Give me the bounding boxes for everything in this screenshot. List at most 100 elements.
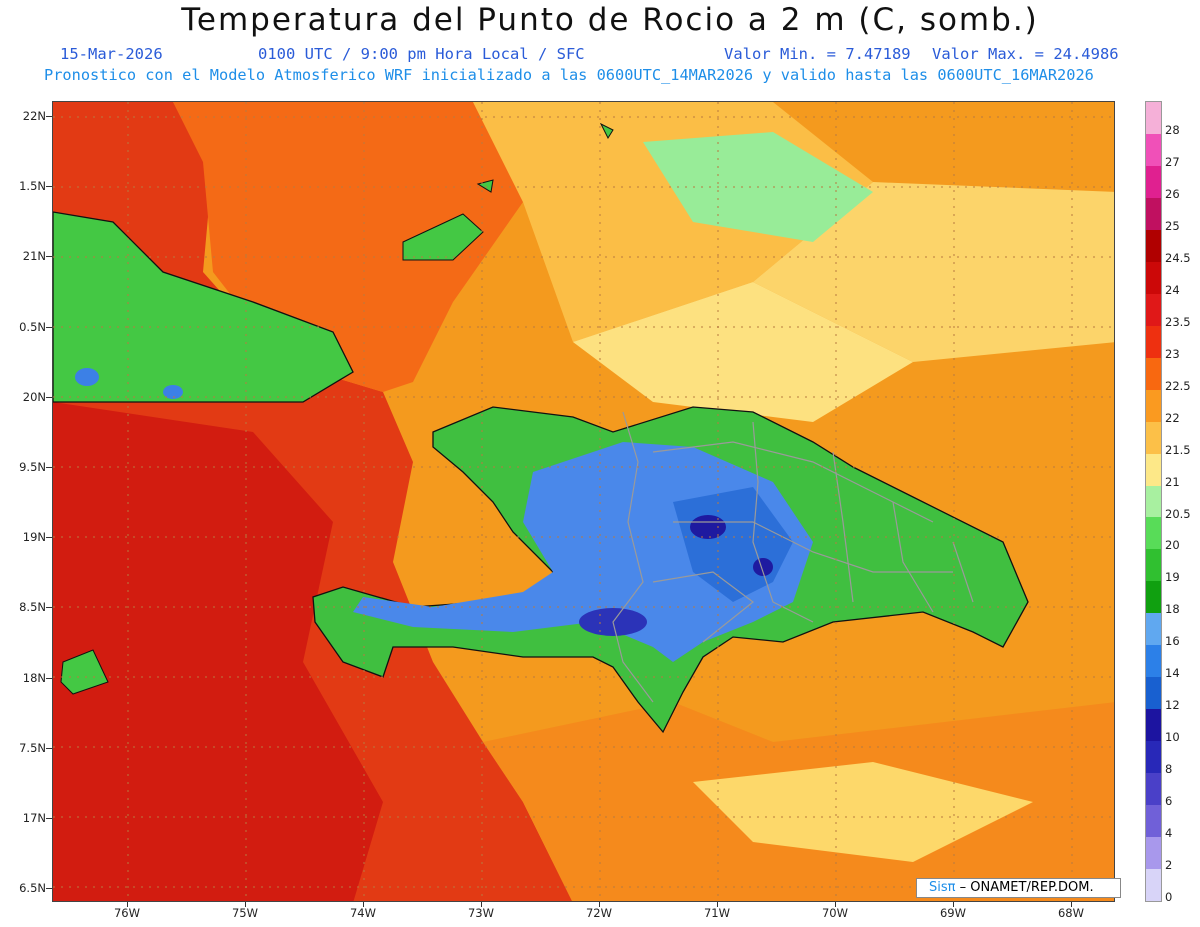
longitude-label: 74W: [349, 906, 376, 920]
colorbar-label: 24: [1165, 282, 1180, 297]
colorbar-label: 22.5: [1165, 378, 1191, 393]
latitude-tick: [46, 116, 52, 117]
colorbar-segment: [1146, 517, 1161, 550]
longitude-tick: [953, 902, 954, 907]
colorbar-segment: [1146, 421, 1161, 455]
colorbar-segment: [1146, 261, 1161, 295]
colorbar-segment: [1146, 357, 1161, 391]
colorbar-label: 6: [1165, 794, 1173, 809]
colorbar-segment: [1146, 549, 1161, 582]
colorbar-label: 26: [1165, 186, 1180, 201]
colorbar-label: 23.5: [1165, 314, 1191, 329]
colorbar-segment: [1146, 869, 1161, 902]
latitude-tick: [46, 326, 52, 328]
dewpoint-map: [53, 102, 1114, 901]
colorbar-segment: [1146, 293, 1161, 327]
great-inagua-island: [402, 213, 484, 261]
colorbar-label: 25: [1165, 218, 1180, 233]
max-value-label: Valor Max. = 24.4986: [932, 45, 1119, 63]
colorbar-segment: [1146, 709, 1161, 742]
colorbar-label: 18: [1165, 602, 1180, 617]
colorbar-segment: [1146, 837, 1161, 870]
colorbar-label: 20.5: [1165, 506, 1191, 521]
hispaniola-cool-interior: [353, 442, 813, 662]
colorbar-label: 14: [1165, 666, 1180, 681]
colorbar-segment: [1146, 613, 1161, 646]
colorbar-segment: [1146, 197, 1161, 231]
longitude-tick: [127, 902, 128, 907]
cuba-landmass: [53, 211, 354, 403]
colorbar-segment: [1146, 229, 1161, 263]
pale-sea-northeast: [753, 182, 1114, 362]
colorbar-label: 24.5: [1165, 250, 1191, 265]
colorbar-label: 23: [1165, 346, 1180, 361]
colorbar-segment: [1146, 773, 1161, 806]
colorbar-label: 16: [1165, 634, 1180, 649]
colorbar-segment: [1146, 165, 1161, 199]
latitude-tick: [46, 677, 52, 679]
colorbar-label: 27: [1165, 154, 1180, 169]
colorbar-label: 20: [1165, 538, 1180, 553]
map-title: Temperatura del Punto de Rocio a 2 m (C,…: [181, 2, 1039, 38]
longitude-label: 75W: [231, 906, 258, 920]
credit-text: – ONAMET/REP.DOM.: [955, 880, 1094, 895]
warmest-sea-region: [53, 402, 383, 901]
colorbar-segment: [1146, 485, 1161, 518]
colorbar-label: 21.5: [1165, 442, 1191, 457]
latitude-tick: [46, 888, 52, 890]
latitude-label: 19N: [22, 530, 46, 545]
cuba-cool-spot: [75, 368, 99, 386]
latitude-label: 7.5N: [19, 740, 46, 755]
latitude-tick: [46, 467, 52, 468]
colorbar: [1145, 101, 1162, 902]
longitude-tick: [1071, 902, 1072, 907]
colorbar-label: 10: [1165, 730, 1180, 745]
min-value-label: Valor Min. = 7.47189: [724, 45, 911, 63]
longitude-tick: [481, 902, 482, 907]
latitude-label: 18N: [22, 670, 46, 685]
province-boundaries: [612, 411, 974, 703]
colorbar-segment: [1146, 102, 1161, 135]
latitude-label: 17N: [22, 811, 46, 825]
longitude-label: 71W: [703, 906, 730, 920]
colorbar-label: 22: [1165, 410, 1180, 425]
model-info-label: Pronostico con el Modelo Atmosferico WRF…: [44, 66, 1094, 84]
graticule-lines: [53, 102, 1114, 901]
latitude-label: 1.5N: [19, 179, 46, 194]
longitude-tick: [599, 902, 600, 907]
colorbar-label: 28: [1165, 122, 1180, 137]
map-panel: [52, 101, 1115, 902]
latitude-label: 21N: [22, 249, 46, 264]
latitude-tick: [46, 818, 52, 819]
latitude-label: 8.5N: [19, 600, 46, 615]
latitude-label: 22N: [22, 109, 46, 123]
longitude-label: 69W: [939, 906, 966, 920]
colorbar-segment: [1146, 133, 1161, 167]
latitude-tick: [46, 396, 52, 398]
colorbar-label: 4: [1165, 826, 1173, 841]
sispi-logo: Sisπ: [929, 880, 956, 895]
pale-sea-south: [693, 762, 1033, 862]
colorbar-label: 19: [1165, 570, 1180, 585]
latitude-tick: [46, 607, 52, 609]
colorbar-segment: [1146, 741, 1161, 774]
latitude-tick: [46, 186, 52, 188]
colorbar-segment: [1146, 645, 1161, 678]
longitude-tick: [717, 902, 718, 907]
longitude-tick: [835, 902, 836, 907]
colorbar-label: 0: [1165, 890, 1173, 905]
latitude-label: 20N: [22, 389, 46, 404]
latitude-label: 9.5N: [19, 460, 46, 474]
colorbar-segment: [1146, 581, 1161, 614]
longitude-tick: [363, 902, 364, 907]
colorbar-label: 8: [1165, 762, 1173, 777]
longitude-label: 68W: [1057, 906, 1084, 920]
colorbar-segment: [1146, 677, 1161, 710]
longitude-label: 72W: [585, 906, 612, 920]
longitude-label: 70W: [821, 906, 848, 920]
colorbar-segment: [1146, 325, 1161, 359]
time-label: 0100 UTC / 9:00 pm Hora Local / SFC: [258, 45, 585, 63]
colorbar-segment: [1146, 453, 1161, 486]
colorbar-label: 2: [1165, 858, 1173, 873]
latitude-label: 0.5N: [19, 319, 46, 334]
